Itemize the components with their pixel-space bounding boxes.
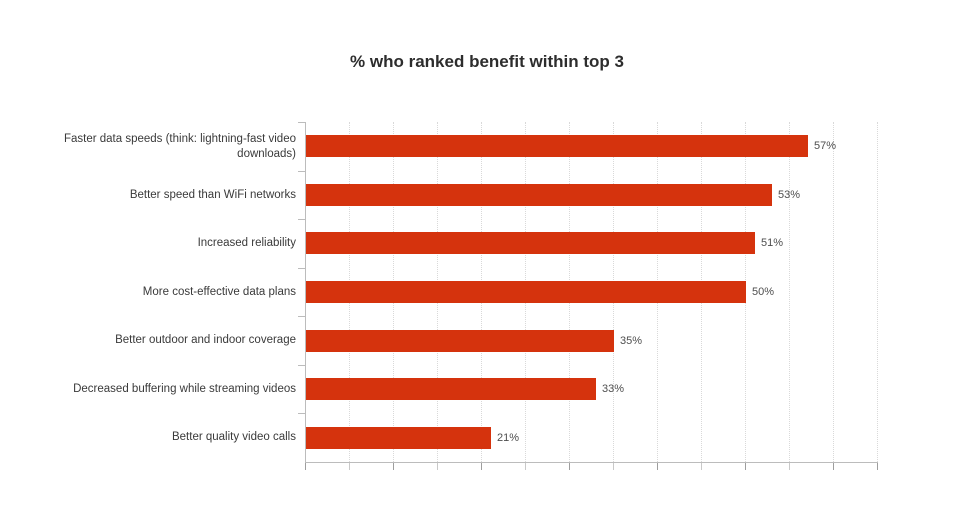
y-axis-tick	[298, 219, 305, 221]
y-axis-tick	[298, 267, 305, 269]
y-axis-tick	[298, 316, 305, 318]
x-axis-tick	[481, 463, 482, 470]
bar-decreased-buffering-while-streaming-vide[interactable]	[306, 378, 596, 400]
y-axis-tick	[298, 122, 305, 123]
value-label: 57%	[814, 140, 837, 152]
y-axis-tick	[298, 364, 305, 366]
y-axis-tick	[298, 413, 305, 415]
category-label: Better quality video calls	[171, 431, 296, 443]
category-label: Decreased buffering while streaming vide…	[73, 383, 296, 395]
x-axis-tick	[393, 463, 394, 470]
bar-faster-data-speeds-think-lightning-fast-[interactable]	[306, 135, 808, 157]
chart-title: % who ranked benefit within top 3	[350, 52, 624, 71]
value-label: 51%	[761, 237, 784, 249]
bar-better-speed-than-wifi-networks[interactable]	[306, 184, 772, 206]
category-label: Better outdoor and indoor coverage	[115, 334, 296, 346]
x-axis-tick	[657, 463, 658, 470]
bar-better-quality-video-calls[interactable]	[306, 427, 491, 449]
category-label: Better speed than WiFi networks	[129, 189, 296, 201]
category-label: More cost-effective data plans	[142, 286, 296, 298]
x-axis-tick	[525, 463, 526, 470]
y-axis-tick	[298, 170, 305, 172]
gridline	[877, 122, 878, 462]
bar-increased-reliability[interactable]	[306, 232, 755, 254]
x-axis-tick	[305, 463, 306, 470]
x-axis-tick	[613, 463, 614, 470]
value-label: 53%	[778, 189, 801, 201]
x-axis-tick	[833, 463, 834, 470]
x-axis-tick	[877, 463, 878, 470]
value-label: 33%	[602, 383, 625, 395]
bar-more-cost-effective-data-plans[interactable]	[306, 281, 746, 303]
x-axis-tick	[437, 463, 438, 470]
gridline	[833, 122, 834, 462]
x-axis-tick	[569, 463, 570, 470]
x-axis-tick	[745, 463, 746, 470]
category-label: Faster data speeds (think: lightning-fas…	[63, 132, 296, 160]
gridline	[789, 122, 790, 462]
x-axis-tick	[789, 463, 790, 470]
value-label: 50%	[752, 286, 775, 298]
bar-better-outdoor-and-indoor-coverage[interactable]	[306, 330, 614, 352]
value-label: 35%	[620, 335, 643, 347]
value-label: 21%	[497, 432, 520, 444]
x-axis-tick	[349, 463, 350, 470]
category-label: Increased reliability	[197, 237, 296, 249]
x-axis-tick	[701, 463, 702, 470]
